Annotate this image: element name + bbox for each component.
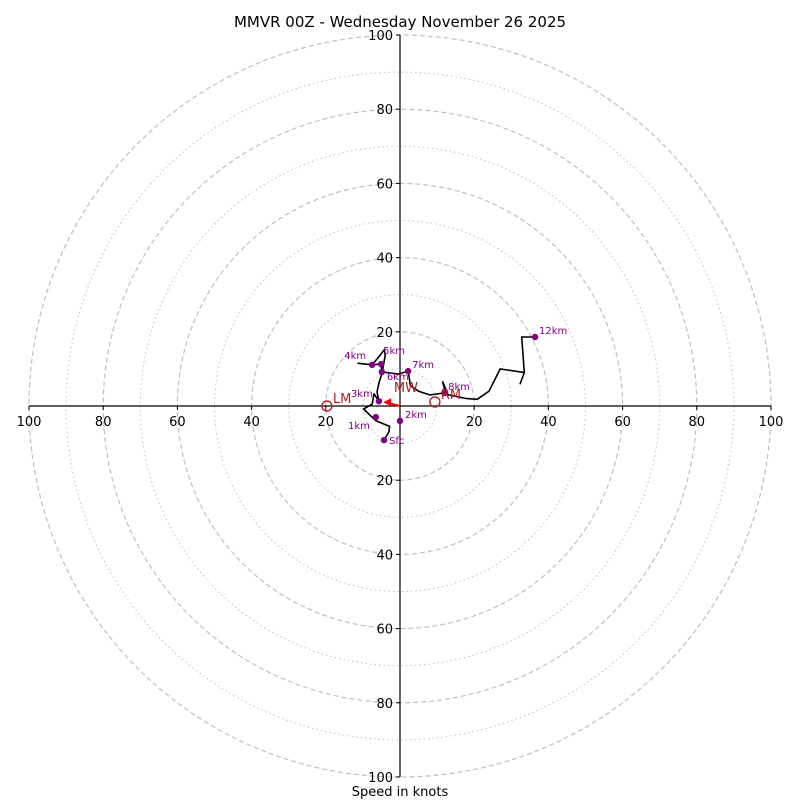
motion-points-group: RM LM MW [321, 381, 461, 412]
y-tick-label: 60 [376, 177, 393, 192]
x-tick-label: 20 [466, 415, 483, 430]
motion-marker-rm [429, 396, 441, 408]
height-label-12km: 12km [539, 326, 567, 337]
x-tick-label: 100 [17, 415, 42, 430]
y-tick-label: 20 [376, 326, 393, 341]
x-tick-label: 20 [318, 415, 335, 430]
x-tick-label: 40 [540, 415, 557, 430]
height-label-7km: 7km [412, 360, 434, 371]
height-point-5km [377, 360, 385, 368]
x-tick-label: 80 [95, 415, 112, 430]
y-tick-label: 40 [376, 252, 393, 267]
motion-label-rm: RM [441, 388, 461, 403]
height-point-7km [404, 367, 412, 375]
motion-marker-lm [321, 400, 333, 412]
height-point-4km [368, 361, 376, 369]
ticks-group: 100 80 60 40 20 20 40 60 80 100 20 40 60 80 100 20 40 60 8… [17, 29, 784, 786]
x-tick-label: 80 [689, 415, 706, 430]
height-label-5km: 5km [383, 346, 405, 357]
height-point-3km [375, 397, 383, 405]
motion-label-mw: MW [394, 381, 418, 396]
height-label-2km: 2km [405, 410, 427, 421]
x-tick-label: 60 [169, 415, 186, 430]
height-point-2km [396, 417, 404, 425]
height-label-4km: 4km [344, 351, 366, 362]
x-axis-label: Speed in knots [352, 785, 449, 800]
y-tick-label: 20 [376, 474, 393, 489]
y-tick-label: 40 [376, 548, 393, 563]
height-label-6km: 6km [387, 372, 409, 383]
shear-vector-arrowhead [383, 398, 392, 407]
height-point-12km [531, 333, 539, 341]
height-point-1km [372, 413, 380, 421]
height-label-1km: 1km [348, 421, 370, 432]
x-tick-label: 60 [614, 415, 631, 430]
y-tick-label: 100 [368, 29, 393, 44]
x-tick-label: 100 [759, 415, 784, 430]
x-tick-label: 40 [243, 415, 260, 430]
height-point-6km [378, 368, 386, 376]
height-point-sfc [380, 436, 388, 444]
motion-label-lm: LM [333, 392, 351, 407]
y-tick-label: 100 [368, 771, 393, 786]
y-tick-label: 60 [376, 623, 393, 638]
height-label-8km: 8km [448, 382, 470, 393]
y-tick-label: 80 [376, 697, 393, 712]
chart-title: MMVR 00Z - Wednesday November 26 2025 [234, 13, 566, 31]
height-label-3km: 3km [351, 389, 373, 400]
height-label-sfc: Sfc [389, 436, 404, 447]
height-point-8km [440, 389, 448, 397]
y-tick-label: 80 [376, 103, 393, 118]
